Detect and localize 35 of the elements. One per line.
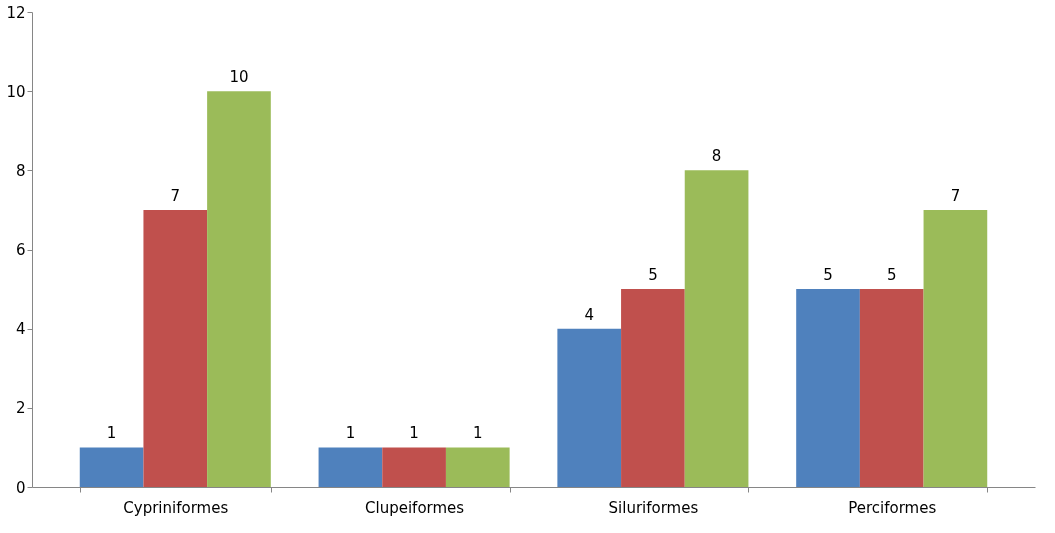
bar (923, 209, 988, 487)
bar (382, 447, 446, 487)
y-tick-label: 8 (15, 161, 26, 180)
y-tick-label: 0 (15, 478, 26, 497)
bar (79, 447, 144, 487)
bar (859, 289, 924, 487)
bar (207, 91, 271, 487)
data-label: 1 (106, 424, 117, 443)
y-tick-label: 4 (15, 320, 26, 339)
data-label: 8 (711, 147, 722, 166)
x-tick-label: Clupeiformes (365, 498, 465, 517)
data-label: 1 (345, 424, 356, 443)
x-tick-label: Perciformes (848, 498, 937, 517)
data-label: 5 (648, 266, 658, 285)
bar (445, 447, 510, 487)
data-label: 4 (584, 305, 594, 324)
y-tick-label: 6 (15, 241, 26, 259)
bar (796, 289, 860, 487)
data-label: 7 (950, 186, 961, 205)
data-label: 5 (886, 266, 897, 285)
data-label: 5 (823, 266, 833, 285)
bar (621, 289, 685, 487)
bar (684, 170, 749, 487)
data-label: 1 (409, 424, 419, 443)
bar (143, 209, 208, 487)
x-tick-label: Cypriniformes (123, 498, 229, 517)
bar (557, 328, 622, 487)
data-label: 10 (229, 68, 249, 87)
bar (318, 447, 383, 487)
y-tick-label: 2 (15, 399, 26, 418)
data-label: 1 (473, 424, 483, 443)
x-tick-label: Siluriformes (608, 498, 699, 517)
y-tick-label: 10 (6, 82, 26, 101)
data-label: 7 (170, 186, 181, 205)
y-tick-label: 12 (6, 3, 26, 22)
